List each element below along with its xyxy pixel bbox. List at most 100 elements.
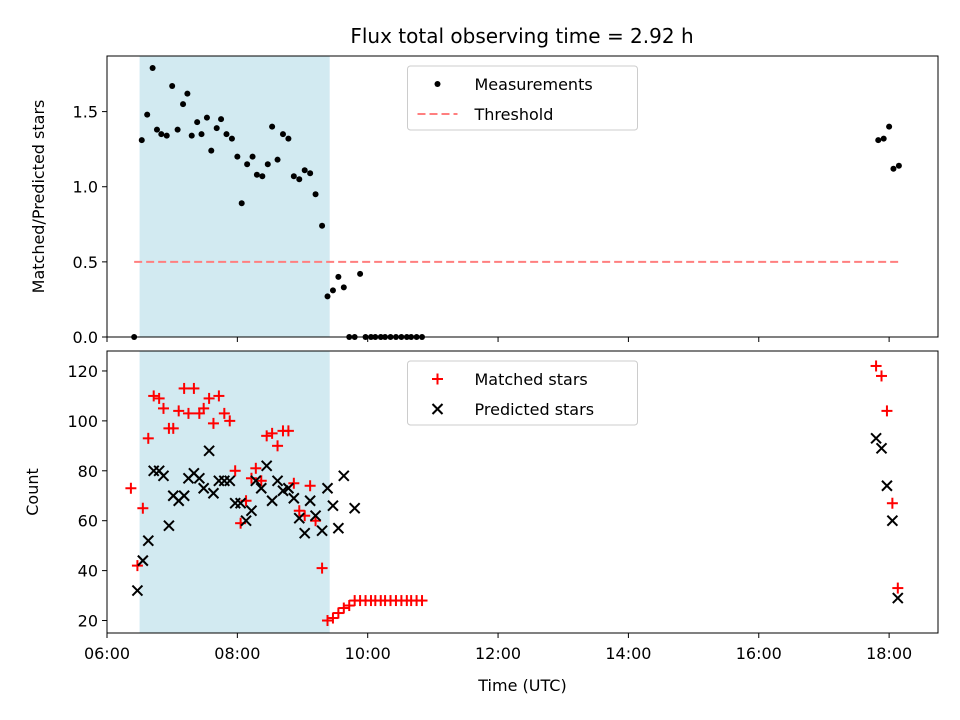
measurement-point [880,135,887,142]
measurement-point [875,137,882,144]
measurement-point [335,273,342,280]
measurement-point [413,334,420,340]
matched-point [207,417,219,429]
measurement-point [198,131,205,138]
x-tick-label: 12:00 [475,644,521,663]
matched-point [892,582,904,594]
predicted-point [282,482,295,494]
matched-point [282,425,294,437]
measurement-point [264,161,271,168]
matched-point [125,482,137,494]
measurement-point [324,293,331,300]
x-axis-label: Time (UTC) [477,676,566,695]
predicted-point [271,475,284,487]
predicted-point [163,519,175,532]
y-tick-label: 100 [67,412,98,431]
predicted-point [870,432,882,445]
measurement-point [213,125,220,132]
legend-label: Measurements [475,75,593,94]
matched-point [203,392,215,404]
y-axis-label: Matched/Predicted stars [29,100,48,294]
predicted-point [293,512,305,524]
predicted-point [197,482,210,494]
predicted-point [234,497,247,509]
measurement-point [234,153,241,160]
predicted-point [131,584,144,597]
predicted-point [881,480,893,492]
matched-point [188,382,200,394]
legend-label: Predicted stars [475,400,595,419]
matched-point [261,430,273,442]
bottom-panel: 20 40 60 80 100 120 06:00 08:00 10:00 12:00 14:00 1… [23,350,939,695]
matched-point [332,607,344,619]
measurement-point [208,147,215,154]
measurement-point [253,171,260,178]
predicted-point [178,490,190,502]
predicted-point [298,527,311,539]
predicted-point [224,475,236,487]
predicted-point [327,500,339,512]
measurement-point [149,65,156,72]
predicted-point [332,522,345,534]
matched-point [272,440,284,452]
measurement-point [269,123,276,130]
measurement-point [228,135,235,142]
legend-dot-marker [434,81,441,87]
measurement-point [218,116,225,123]
matched-point [416,595,428,607]
measurement-point [203,114,210,121]
measurement-point [184,90,191,97]
legend-x-marker [431,403,444,415]
x-tick-label: 18:00 [866,644,912,663]
measurement-point [372,334,379,340]
measurement-point [259,173,266,180]
predicted-point [266,495,278,507]
y-tick-label: 80 [78,462,98,481]
measurement-point [392,334,399,340]
measurement-point [340,284,347,291]
measurement-point [329,287,336,294]
measurement-point [307,170,314,177]
measurement-point [387,334,394,340]
measurement-point [144,111,151,118]
measurement-point [169,83,176,90]
x-tick-label: 08:00 [214,644,260,663]
legend-label: Threshold [474,105,554,124]
predicted-point [137,554,149,567]
measurement-point [357,270,364,277]
measurement-point [398,334,405,340]
matched-point [266,427,278,439]
matched-point [224,415,236,427]
measurement-point [223,131,230,138]
predicted-point [321,482,334,494]
y-tick-label: 20 [78,612,98,631]
measurement-point [138,137,145,144]
matched-point [153,392,165,404]
predicted-point [886,514,899,527]
y-tick-label: 1.5 [73,103,98,122]
predicted-point [875,442,888,455]
y-tick-label: 40 [78,562,98,581]
matched-point [327,612,339,624]
legend-label: Matched stars [475,370,588,389]
measurement-point [285,135,292,142]
matched-point [157,402,169,414]
y-tick-label: 0.0 [73,328,98,347]
matched-point [182,407,194,419]
x-tick-label: 10:00 [345,644,391,663]
x-tick-label: 06:00 [84,644,130,663]
legend-plus-marker [432,373,443,385]
x-tick-label: 14:00 [605,644,651,663]
predicted-point [288,492,300,504]
measurement-point [312,191,319,198]
measurement-point [279,131,286,138]
matched-point [304,480,316,492]
matched-point [148,390,160,402]
matched-point [137,502,149,514]
matched-point [250,462,262,474]
predicted-point [338,470,350,482]
measurement-point [249,153,256,160]
y-tick-label: 60 [78,512,98,531]
predicted-point [309,510,322,522]
